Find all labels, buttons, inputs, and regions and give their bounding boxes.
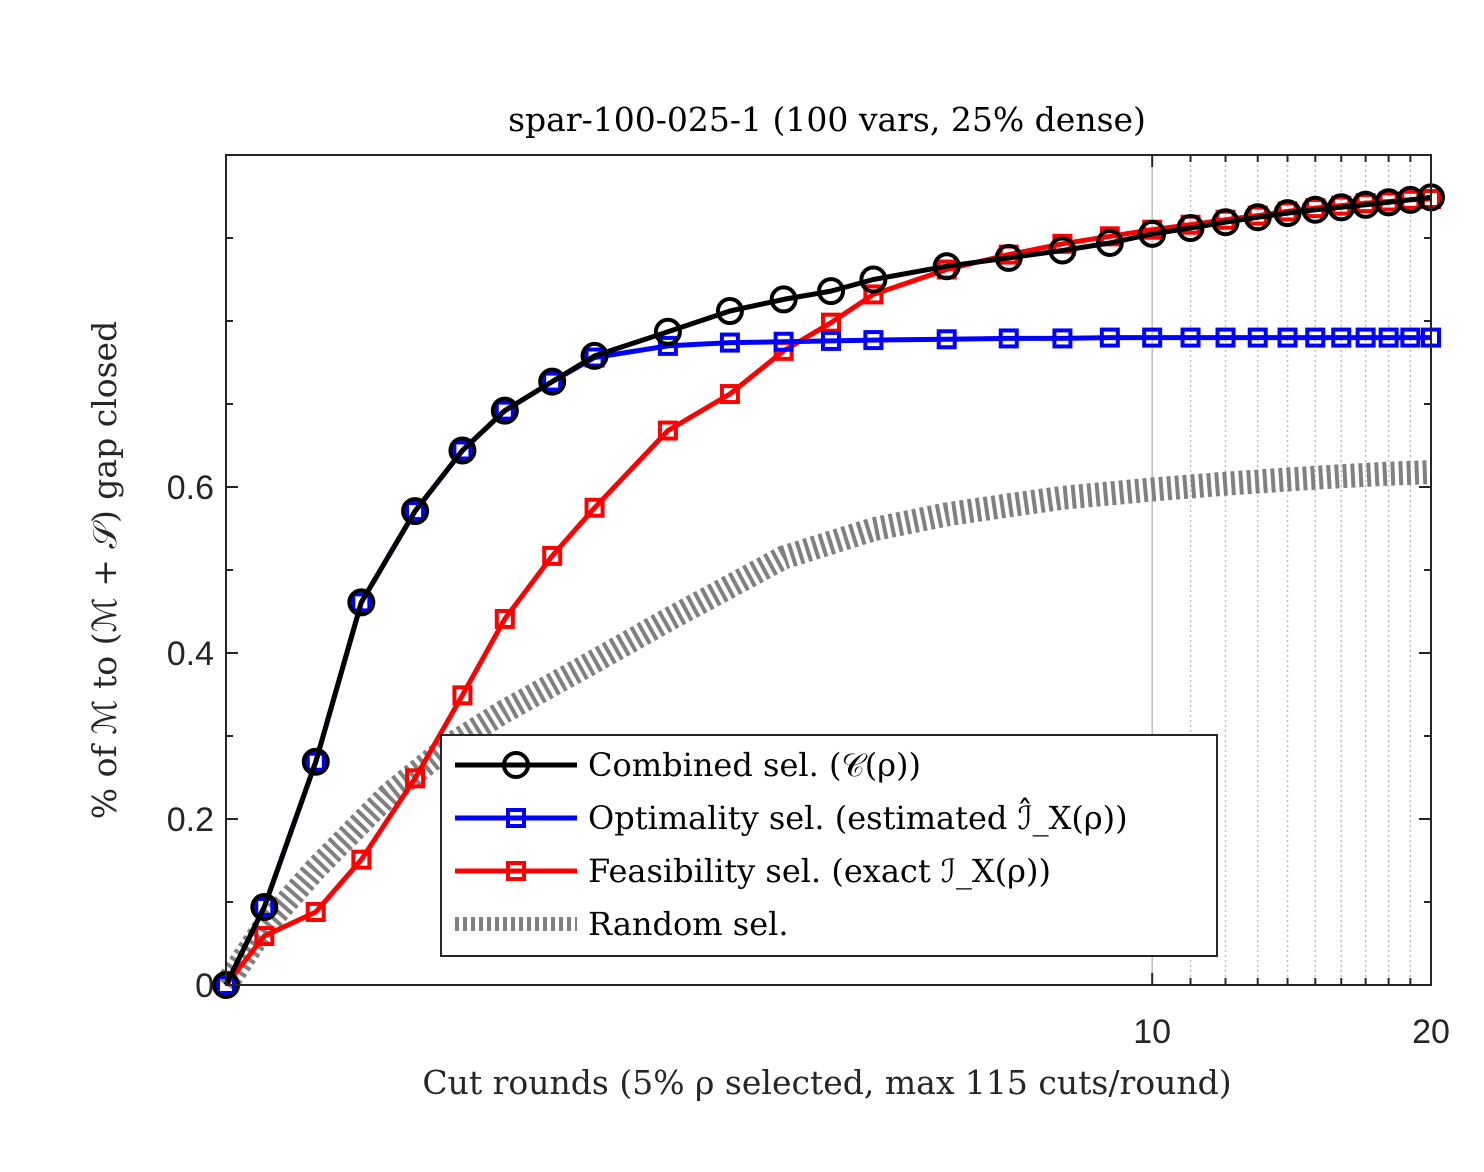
chart-title: spar-100-025-1 (100 vars, 25% dense) xyxy=(508,100,1146,139)
data-point xyxy=(1099,327,1120,348)
data-point xyxy=(1355,327,1376,348)
data-point xyxy=(580,341,609,370)
data-point xyxy=(1396,185,1425,214)
data-point xyxy=(715,297,744,326)
axes-layer xyxy=(225,154,1432,986)
data-point xyxy=(490,396,519,425)
legend: Combined sel. (𝒞(ρ)) Optimality sel. (est… xyxy=(440,734,1218,957)
series-line-random xyxy=(215,460,1432,992)
y-tick-label: 0 xyxy=(195,967,214,1005)
data-point xyxy=(305,901,326,922)
legend-marker xyxy=(506,861,526,881)
data-point xyxy=(584,497,605,518)
data-point xyxy=(1215,327,1236,348)
data-point xyxy=(1305,327,1326,348)
y-tick-label: 0.2 xyxy=(167,801,214,839)
legend-entry: Optimality sel. (estimated ℐ̂_X(ρ)) xyxy=(455,797,1128,837)
data-point xyxy=(657,420,678,441)
y-tick-label: 0.4 xyxy=(167,635,214,673)
legend-label: Random sel. xyxy=(588,905,789,943)
series-4 xyxy=(215,460,1432,992)
data-point xyxy=(301,747,330,776)
data-point xyxy=(1277,327,1298,348)
data-point xyxy=(653,317,682,346)
x-tick-label: 10 xyxy=(1133,1013,1171,1051)
legend-label: Optimality sel. (estimated ℐ̂_X(ρ)) xyxy=(588,797,1128,837)
data-point xyxy=(1052,328,1073,349)
data-point xyxy=(250,892,279,921)
legend-entry: Feasibility sel. (exact ℐ_X(ρ)) xyxy=(455,852,1051,890)
data-point xyxy=(584,347,605,368)
data-point xyxy=(657,335,678,356)
data-point xyxy=(863,284,884,305)
data-point xyxy=(1176,214,1205,243)
series-line xyxy=(223,194,1432,987)
data-point xyxy=(1142,327,1163,348)
legend-marker xyxy=(502,751,530,779)
data-point xyxy=(351,849,372,870)
x-axis-label: Cut rounds (5% ρ selected, max 115 cuts/… xyxy=(422,1063,1231,1102)
data-point xyxy=(719,332,740,353)
data-point xyxy=(254,896,275,917)
data-point xyxy=(405,501,426,522)
data-point xyxy=(1301,195,1330,224)
data-point xyxy=(859,265,888,294)
data-point xyxy=(1048,236,1077,265)
data-point xyxy=(1378,327,1399,348)
data-point xyxy=(448,436,477,465)
data-point xyxy=(542,371,563,392)
x-tick-label: 20 xyxy=(1412,1013,1450,1051)
data-point xyxy=(347,588,376,617)
data-point xyxy=(401,497,430,526)
data-point xyxy=(494,608,515,629)
data-point xyxy=(820,330,841,351)
data-point xyxy=(254,926,275,947)
legend-entry: Random sel. xyxy=(455,905,789,943)
data-point xyxy=(994,243,1023,272)
legend-entry: Combined sel. (𝒞(ρ)) xyxy=(455,746,921,784)
data-point xyxy=(773,331,794,352)
y-axis-label: % of ℳ to (ℳ + 𝒮) gap closed xyxy=(85,321,124,819)
data-point xyxy=(452,440,473,461)
y-tick-label: 0.6 xyxy=(167,469,214,507)
data-point xyxy=(769,285,798,314)
data-point xyxy=(1180,327,1201,348)
data-point xyxy=(1211,208,1240,237)
series-layer xyxy=(212,183,1445,999)
data-point xyxy=(405,768,426,789)
data-point xyxy=(816,277,845,306)
data-point xyxy=(542,545,563,566)
data-point xyxy=(1138,219,1167,248)
data-point xyxy=(1400,327,1421,348)
data-point xyxy=(1331,327,1352,348)
data-point xyxy=(719,384,740,405)
series-1 xyxy=(212,183,1445,999)
data-point xyxy=(1247,327,1268,348)
data-point xyxy=(820,312,841,333)
data-point xyxy=(1243,203,1272,232)
tick-labels: 0 0.2 0.4 0.6 10 20 xyxy=(167,469,1450,1051)
data-point xyxy=(936,329,957,350)
data-point xyxy=(863,330,884,351)
data-point xyxy=(998,328,1019,349)
legend-label: Feasibility sel. (exact ℐ_X(ρ)) xyxy=(588,852,1051,890)
data-point xyxy=(932,252,961,281)
data-point xyxy=(538,367,567,396)
legend-marker xyxy=(506,808,526,828)
legend-label: Combined sel. (𝒞(ρ)) xyxy=(588,746,921,784)
data-point xyxy=(494,400,515,421)
data-point xyxy=(1273,199,1302,228)
data-point xyxy=(1095,228,1124,257)
data-point xyxy=(452,685,473,706)
